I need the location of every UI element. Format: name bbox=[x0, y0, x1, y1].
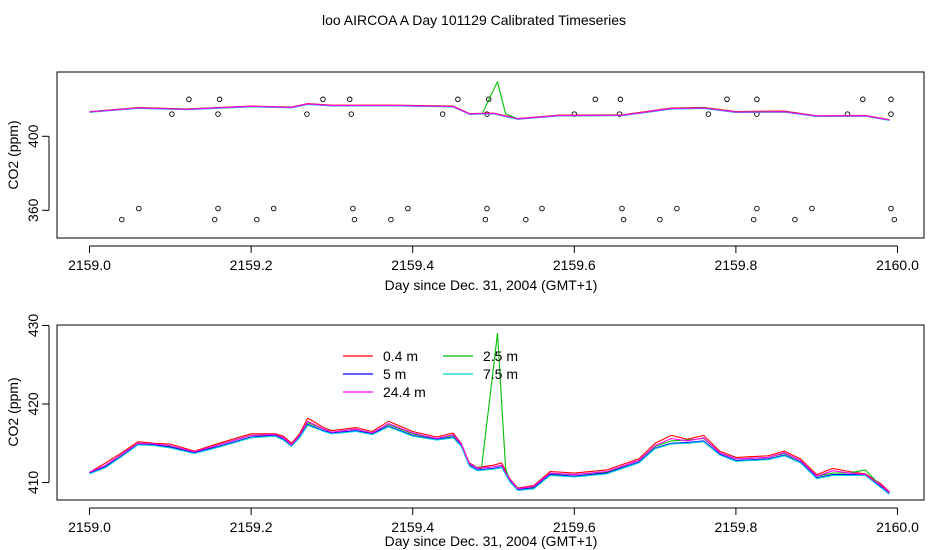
series-line-3 bbox=[89, 423, 890, 494]
flag-point bbox=[891, 216, 898, 223]
flag-point bbox=[592, 96, 599, 103]
flag-point bbox=[304, 111, 310, 117]
flag-point bbox=[270, 205, 277, 212]
chart-top: 2159.0 2159.2 2159.4 2159.6 2159.8 2160.0 360… bbox=[5, 71, 925, 293]
x-tick-label: 2159.0 bbox=[68, 519, 111, 535]
x-axis-label-bottom: Day since Dec. 31, 2004 (GMT+1) bbox=[385, 533, 598, 549]
flag-point bbox=[539, 205, 545, 212]
y-axis-bottom: 410 420 430 bbox=[25, 314, 50, 495]
y-tick-label: 420 bbox=[25, 392, 41, 416]
flag-point bbox=[215, 205, 221, 212]
flag-point bbox=[888, 111, 894, 117]
page-title: loo AIRCOA A Day 101129 Calibrated Times… bbox=[322, 12, 626, 28]
series-line-4 bbox=[89, 424, 890, 495]
flag-point bbox=[754, 205, 760, 212]
legend: 0.4 m 2.5 m 5 m 7.5 m 24.4 m bbox=[343, 348, 518, 400]
y-tick-label: 430 bbox=[25, 314, 41, 338]
flag-point bbox=[674, 205, 680, 212]
legend-label: 24.4 m bbox=[383, 384, 426, 400]
flag-point bbox=[186, 96, 192, 103]
x-tick-label: 2160.0 bbox=[876, 257, 919, 273]
x-tick-label: 2159.2 bbox=[230, 519, 273, 535]
flag-point bbox=[439, 111, 446, 117]
flag-point bbox=[705, 111, 712, 117]
flag-point bbox=[750, 216, 757, 223]
y-axis-label-bottom: CO2 (ppm) bbox=[5, 377, 21, 446]
flag-point bbox=[320, 96, 326, 103]
flag-point bbox=[792, 216, 798, 223]
flag-point bbox=[860, 96, 866, 103]
series-group-top bbox=[89, 81, 898, 223]
flag-point bbox=[616, 111, 623, 117]
x-axis-label-top: Day since Dec. 31, 2004 (GMT+1) bbox=[385, 277, 598, 293]
y-tick-label: 360 bbox=[25, 198, 41, 222]
flag-point bbox=[350, 205, 356, 212]
flag-point bbox=[215, 111, 221, 117]
flag-point bbox=[888, 96, 894, 103]
flag-point bbox=[724, 96, 730, 103]
legend-label: 5 m bbox=[383, 366, 406, 382]
flag-point bbox=[351, 216, 358, 223]
x-tick-label: 2159.6 bbox=[553, 257, 596, 273]
y-axis-top: 360 400 bbox=[25, 124, 50, 222]
series-line-5 bbox=[89, 103, 890, 121]
flag-point bbox=[388, 216, 394, 223]
series-line-1 bbox=[89, 417, 890, 493]
flag-point bbox=[169, 111, 175, 117]
flag-point bbox=[348, 111, 355, 117]
flag-point bbox=[809, 205, 815, 212]
y-tick-label: 410 bbox=[25, 471, 41, 495]
flag-point bbox=[455, 96, 461, 103]
y-tick-label: 400 bbox=[25, 124, 41, 148]
flag-point bbox=[119, 216, 125, 223]
flag-point bbox=[657, 216, 663, 223]
series-line-4 bbox=[89, 103, 890, 121]
y-axis-label-top: CO2 (ppm) bbox=[5, 120, 21, 189]
plot-frame-top bbox=[56, 71, 925, 239]
x-tick-label: 2159.8 bbox=[714, 519, 757, 535]
series-line-5 bbox=[89, 420, 890, 494]
flag-point bbox=[254, 216, 260, 223]
flag-point bbox=[619, 205, 625, 212]
flag-point bbox=[216, 96, 223, 103]
x-tick-label: 2160.0 bbox=[876, 519, 919, 535]
flag-point bbox=[523, 216, 529, 223]
x-tick-label: 2159.6 bbox=[553, 519, 596, 535]
legend-label: 2.5 m bbox=[483, 348, 518, 364]
legend-label: 0.4 m bbox=[383, 348, 418, 364]
flag-point bbox=[211, 216, 218, 223]
x-tick-label: 2159.8 bbox=[714, 257, 757, 273]
x-tick-label: 2159.2 bbox=[230, 257, 273, 273]
flag-point bbox=[620, 216, 627, 223]
series-group-bottom bbox=[89, 332, 890, 495]
flag-point bbox=[484, 205, 490, 212]
x-axis-bottom: 2159.0 2159.2 2159.4 2159.6 2159.8 2160.0 bbox=[68, 507, 919, 535]
x-tick-label: 2159.4 bbox=[391, 257, 434, 273]
chart-bottom: 2159.0 2159.2 2159.4 2159.6 2159.8 2160.0 410… bbox=[5, 314, 925, 549]
flag-point bbox=[136, 205, 142, 212]
x-tick-label: 2159.0 bbox=[68, 257, 111, 273]
flag-point bbox=[754, 96, 760, 103]
flag-point bbox=[617, 96, 624, 103]
x-axis-top: 2159.0 2159.2 2159.4 2159.6 2159.8 2160.0 bbox=[68, 245, 919, 273]
flag-point bbox=[482, 216, 489, 223]
flag-point bbox=[888, 205, 894, 212]
x-tick-label: 2159.4 bbox=[391, 519, 434, 535]
plot-frame-bottom bbox=[56, 324, 925, 501]
flag-point bbox=[485, 96, 492, 103]
flag-point bbox=[405, 205, 411, 212]
flag-point bbox=[346, 96, 353, 103]
legend-label: 7.5 m bbox=[483, 366, 518, 382]
